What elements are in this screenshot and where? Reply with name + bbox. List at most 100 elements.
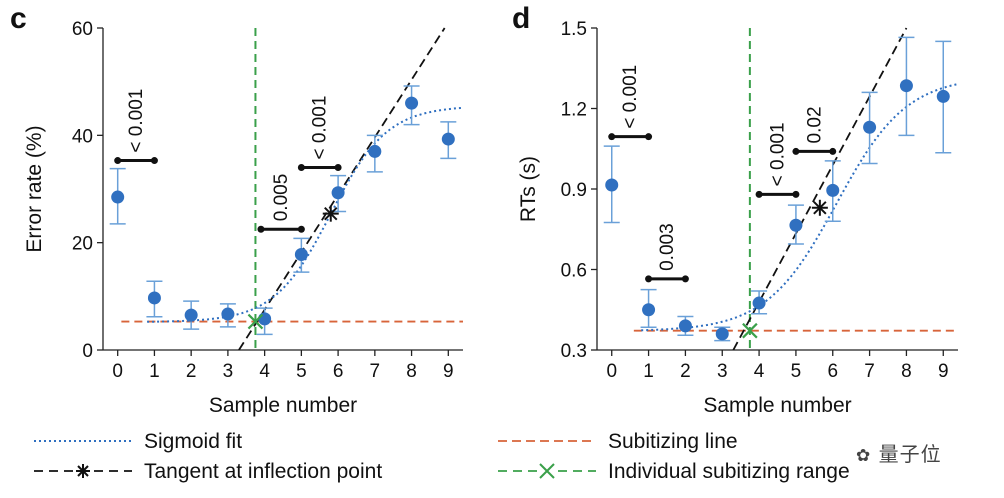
star-stroke bbox=[77, 465, 89, 477]
star-stroke bbox=[813, 201, 827, 215]
data-point bbox=[258, 312, 272, 326]
wechat-icon: ✿ bbox=[856, 446, 872, 466]
y-tick-label: 60 bbox=[72, 19, 93, 40]
plot-area bbox=[121, 27, 463, 350]
bracket-end bbox=[829, 147, 837, 155]
data-point bbox=[331, 186, 345, 200]
x-stroke bbox=[742, 322, 758, 339]
y-tick-label: 1.2 bbox=[561, 100, 587, 121]
data-point bbox=[605, 178, 619, 192]
y-tick-label: 0.9 bbox=[561, 180, 587, 201]
p-value-label: < 0.001 bbox=[310, 96, 331, 160]
data-point bbox=[678, 319, 692, 333]
x-tick-label: 7 bbox=[370, 361, 381, 382]
p-value-label: < 0.001 bbox=[768, 122, 789, 186]
panel-label-c: c bbox=[10, 2, 27, 35]
x-tick-label: 2 bbox=[680, 361, 691, 382]
data-point bbox=[899, 79, 913, 93]
p-value-label: < 0.001 bbox=[126, 89, 147, 153]
x-tick-label: 6 bbox=[333, 361, 344, 382]
watermark-text: 量子位 bbox=[878, 442, 942, 466]
y-tick-label: 0.6 bbox=[561, 261, 587, 282]
data-point bbox=[936, 89, 950, 103]
bracket-end bbox=[297, 225, 305, 233]
x-axis-label: Sample number bbox=[209, 394, 357, 417]
bracket-end bbox=[645, 275, 653, 283]
x-tick-label: 0 bbox=[606, 361, 617, 382]
panel-label-d: d bbox=[512, 2, 530, 35]
data-point bbox=[642, 303, 656, 317]
sigmoid-fit bbox=[147, 106, 463, 323]
range-x-marker bbox=[742, 322, 758, 339]
x-tick-label: 4 bbox=[754, 361, 765, 382]
legend-label: Sigmoid fit bbox=[144, 430, 242, 453]
x-tick-label: 1 bbox=[149, 361, 160, 382]
data-point bbox=[147, 291, 161, 305]
x-tick-label: 5 bbox=[791, 361, 802, 382]
x-tick-label: 7 bbox=[864, 361, 875, 382]
y-axis-label: Error rate (%) bbox=[23, 125, 46, 252]
legend-label: Individual subitizing range bbox=[608, 460, 850, 483]
data-point bbox=[184, 308, 198, 322]
data-point bbox=[789, 218, 803, 232]
x-tick-label: 1 bbox=[643, 361, 654, 382]
p-value-label: 0.02 bbox=[804, 106, 825, 143]
bracket-end bbox=[755, 190, 763, 198]
range-x-marker bbox=[247, 313, 264, 330]
x-tick-label: 2 bbox=[186, 361, 197, 382]
bracket-end bbox=[681, 275, 689, 283]
data-point bbox=[221, 307, 235, 321]
legend-item: Subitizing line bbox=[498, 430, 738, 453]
legend-item: Tangent at inflection point bbox=[34, 460, 382, 483]
x-tick-label: 3 bbox=[717, 361, 728, 382]
panel-d: d 0.3 0.6 0.9 1.2 1.5 0 1 2 3 4 5 6 7 8 9 Sample number… bbox=[512, 2, 958, 417]
watermark: ✿ 量子位 bbox=[856, 438, 942, 467]
p-value-label: 0.005 bbox=[271, 174, 292, 222]
bracket-end bbox=[645, 133, 653, 141]
x-tick-label: 5 bbox=[296, 361, 307, 382]
data-point bbox=[863, 120, 877, 134]
p-value-label: < 0.001 bbox=[620, 65, 641, 129]
bracket-end bbox=[608, 133, 616, 141]
sigmoid-fit bbox=[641, 83, 958, 332]
panel-c: c 0 20 40 60 0 1 2 3 4 5 6 7 8 9 Sample number Error ra… bbox=[10, 2, 463, 417]
legend-item: Sigmoid fit bbox=[34, 430, 242, 453]
data-point bbox=[294, 247, 308, 261]
x-tick-label: 0 bbox=[112, 361, 123, 382]
x-tick-label: 3 bbox=[223, 361, 234, 382]
data-point bbox=[826, 183, 840, 197]
y-tick-label: 40 bbox=[72, 126, 93, 147]
legend-label: Subitizing line bbox=[608, 430, 738, 453]
legend-item: Individual subitizing range bbox=[498, 460, 850, 483]
data-point bbox=[111, 190, 125, 204]
data-point bbox=[405, 96, 419, 110]
legend: Sigmoid fit Tangent at inflection point Su… bbox=[34, 430, 850, 483]
x-tick-label: 4 bbox=[259, 361, 270, 382]
x-tick-label: 8 bbox=[406, 361, 417, 382]
data-point bbox=[715, 327, 729, 341]
bracket-end bbox=[114, 157, 122, 165]
bracket-end bbox=[297, 164, 305, 172]
x-tick-label: 9 bbox=[938, 361, 949, 382]
data-point bbox=[441, 132, 455, 146]
y-tick-label: 20 bbox=[72, 234, 93, 255]
legend-x-icon bbox=[539, 463, 555, 479]
x-axis-label: Sample number bbox=[703, 394, 851, 417]
inflection-star-marker bbox=[811, 199, 828, 216]
legend-label: Tangent at inflection point bbox=[144, 460, 382, 483]
inflection-star-marker bbox=[322, 205, 339, 222]
data-point bbox=[368, 144, 382, 158]
plot-area bbox=[633, 27, 958, 350]
tangent-line bbox=[732, 27, 908, 350]
x-stroke bbox=[539, 463, 555, 479]
bracket-end bbox=[792, 190, 800, 198]
data-point bbox=[752, 296, 766, 310]
star-stroke bbox=[324, 206, 338, 221]
x-tick-label: 6 bbox=[827, 361, 838, 382]
p-value-label: 0.003 bbox=[657, 223, 678, 271]
bracket-end bbox=[150, 157, 158, 165]
bracket-end bbox=[257, 225, 265, 233]
y-tick-label: 0.3 bbox=[561, 341, 587, 362]
y-tick-label: 0 bbox=[82, 341, 93, 362]
